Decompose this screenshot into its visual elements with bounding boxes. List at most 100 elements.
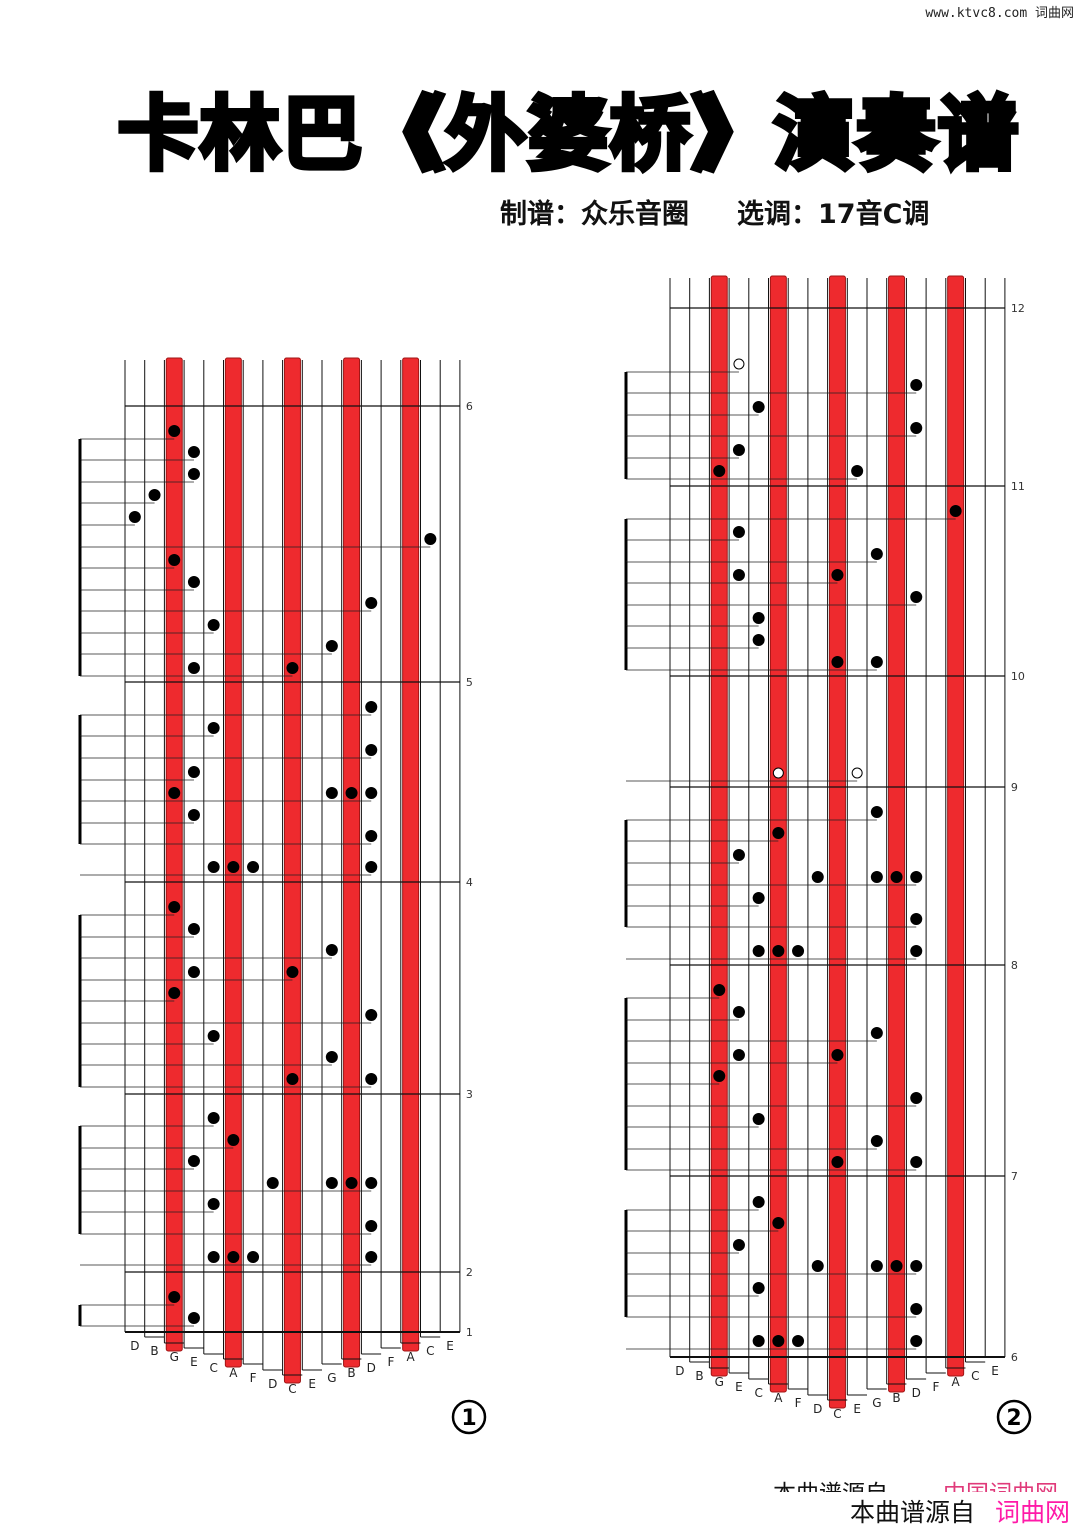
note-dot [168,425,181,437]
key-label: B [695,1369,703,1383]
note-dot [713,1070,726,1082]
note-row [624,526,745,562]
note-dot [227,1251,240,1263]
note-row [624,1006,745,1041]
key-B: B [144,360,165,1358]
footer-site-link[interactable]: 词曲网 [995,1498,1071,1527]
note-dot [910,1092,923,1104]
measure-number: 1 [466,1326,473,1339]
note-row [78,701,378,736]
note-dot [168,787,181,799]
key-F: F [242,360,263,1385]
key-E: E [183,360,204,1369]
note-dot [207,1030,220,1042]
note-row [624,401,765,436]
note-row [624,827,785,863]
key-label: G [872,1396,881,1410]
note-dot [772,1335,785,1347]
note-row [78,425,181,460]
key-label: C [288,1382,296,1396]
note-row [624,444,745,479]
note-row [78,597,378,633]
note-dot [187,446,200,458]
note-row [78,1291,181,1326]
note-dot [713,984,726,996]
key-F: F [925,278,946,1394]
open-note-dot [733,358,745,370]
note-dot [325,787,338,799]
key-label: C [971,1369,979,1383]
note-dot [831,656,844,668]
note-row [78,640,338,676]
note-row [626,465,864,480]
note-dot [870,656,883,668]
key-label: G [170,1350,179,1364]
key-A: A [945,275,966,1389]
note-dot [752,634,765,646]
note-row [624,1070,726,1106]
key-label: E [853,1402,861,1416]
note-dot [207,722,220,734]
note-row [626,1156,923,1171]
note-row [78,1030,220,1065]
key-label: G [327,1371,336,1385]
open-note-dot [851,767,863,779]
key-C: C [827,275,848,1421]
key-B: B [689,278,710,1383]
note-dot [365,787,378,799]
note-row [624,548,883,583]
note-row [78,766,200,801]
note-dot [365,597,378,609]
note-dot [910,1303,923,1315]
note-dot [207,1112,220,1124]
measure-number: 4 [466,876,473,889]
key-B: B [886,275,907,1405]
arranger: 制谱：众乐音圈 [500,199,689,230]
note-dot [365,1220,378,1232]
note-row [78,1177,378,1212]
note-row [78,901,181,937]
note-dot [207,1198,220,1210]
note-dot [325,1177,338,1189]
note-row [626,1303,923,1318]
note-dot [187,1155,200,1167]
note-dot [365,1009,378,1021]
note-row [78,787,378,823]
note-row [624,1027,883,1063]
footer-source: 本曲谱源自 [850,1498,976,1527]
note-dot [910,913,923,925]
note-row [78,722,220,758]
note-row [624,1239,745,1274]
key-label: F [932,1380,939,1394]
note-row [80,830,378,845]
note-dot [148,489,161,501]
note-row [624,612,765,648]
note-dot [266,1177,279,1189]
key-C: C [203,360,224,1375]
note-row [78,511,141,547]
key-label: D [675,1364,684,1378]
note-dot [168,554,181,566]
key-G: G [708,275,730,1389]
note-dot [752,892,765,904]
note-dot [772,827,785,839]
note-dot [851,465,864,477]
note-dot [831,569,844,581]
key-C: C [282,357,303,1396]
measure-number: 5 [466,676,473,689]
note-dot [345,787,358,799]
note-row [78,619,220,654]
measure-number: 8 [1011,959,1018,972]
note-row [624,505,962,540]
key-label: C [754,1386,762,1400]
note-dot [286,966,299,978]
key-label: B [150,1344,158,1358]
panel-number: 2 [1006,1406,1021,1431]
note-row [624,1260,923,1296]
note-dot [949,505,962,517]
note-dot [732,1006,745,1018]
footer: 本曲谱源自 词曲网 [850,1493,1070,1529]
note-row [624,1282,765,1317]
note-row [80,861,378,876]
note-dot [732,849,745,861]
